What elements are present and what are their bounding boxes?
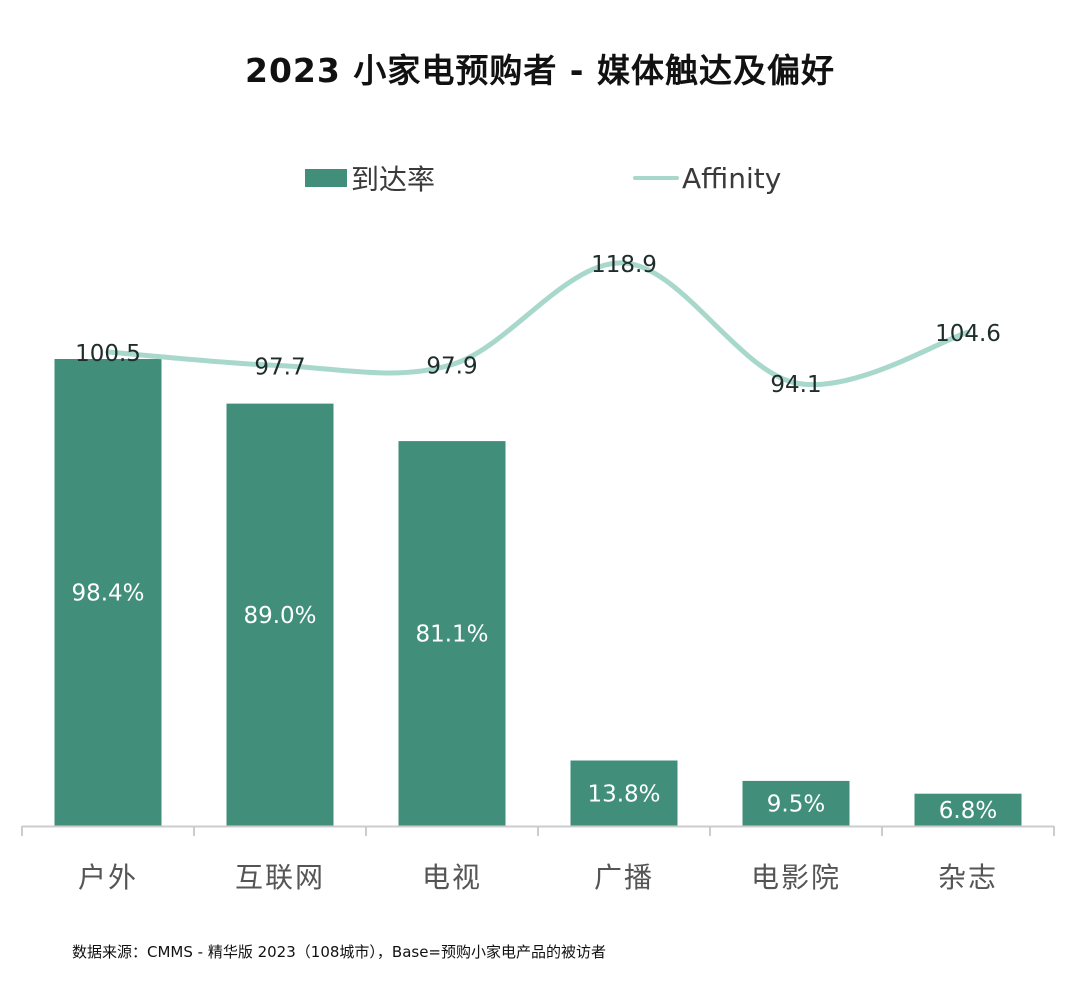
bar-label-广播: 13.8% bbox=[587, 781, 660, 807]
bar-电视 bbox=[398, 441, 506, 826]
legend-item-reach: 到达率 bbox=[305, 160, 435, 196]
x-tick-label-杂志: 杂志 bbox=[938, 861, 998, 894]
bar-户外 bbox=[54, 359, 162, 826]
legend-swatch-bar bbox=[305, 169, 347, 187]
affinity-label-广播: 118.9 bbox=[591, 252, 657, 278]
x-tick-label-广播: 广播 bbox=[594, 861, 654, 894]
bar-广播 bbox=[570, 760, 678, 826]
legend-label-affinity: Affinity bbox=[682, 161, 782, 195]
legend: 到达率 Affinity bbox=[0, 160, 1080, 196]
affinity-label-杂志: 104.6 bbox=[935, 321, 1001, 347]
affinity-label-户外: 100.5 bbox=[75, 341, 141, 367]
bar-电影院 bbox=[742, 780, 850, 826]
bar-label-电影院: 9.5% bbox=[767, 792, 825, 818]
legend-swatch-line bbox=[633, 176, 679, 180]
bar-label-电视: 81.1% bbox=[415, 622, 488, 648]
footnote: 数据来源：CMMS - 精华版 2023（108城市），Base=预购小家电产品… bbox=[72, 943, 606, 961]
affinity-label-电视: 97.9 bbox=[426, 354, 477, 380]
x-tick-label-互联网: 互联网 bbox=[235, 861, 325, 894]
affinity-label-电影院: 94.1 bbox=[770, 372, 821, 398]
bar-label-户外: 98.4% bbox=[71, 581, 144, 607]
x-tick-label-电视: 电视 bbox=[422, 861, 482, 894]
bar-杂志 bbox=[914, 793, 1022, 826]
affinity-label-互联网: 97.7 bbox=[254, 355, 305, 381]
legend-label-reach: 到达率 bbox=[351, 163, 436, 196]
bar-互联网 bbox=[226, 403, 334, 826]
legend-item-affinity: Affinity bbox=[633, 160, 781, 196]
x-tick-label-电影院: 电影院 bbox=[751, 861, 841, 894]
chart-title: 2023 小家电预购者 - 媒体触达及偏好 bbox=[244, 51, 835, 90]
affinity-line bbox=[105, 260, 971, 388]
bar-label-互联网: 89.0% bbox=[243, 603, 316, 629]
bar-label-杂志: 6.8% bbox=[939, 798, 997, 824]
x-tick-label-户外: 户外 bbox=[78, 861, 138, 894]
